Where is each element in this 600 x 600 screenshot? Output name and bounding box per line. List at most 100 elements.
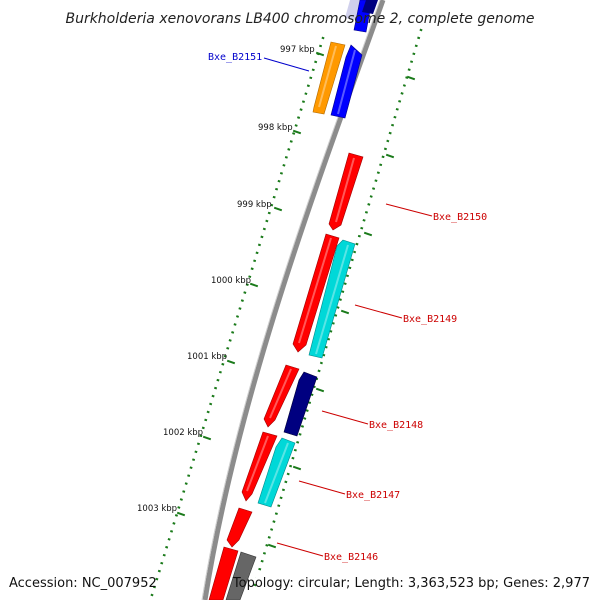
tick-dot [367,203,371,206]
tick-dot [369,195,373,198]
tick-dot [267,536,271,539]
tick-dot [165,545,169,549]
tick-dot [257,243,262,247]
tick-dot [336,306,340,309]
tick-dot [182,490,186,493]
tick-dot [201,426,205,430]
tick-dot [287,148,291,151]
gene-feature-b2147-cyan[interactable] [257,437,296,508]
tick-dot [319,361,323,365]
tick-dot [306,84,310,88]
tick-dot [282,163,286,167]
gene-feature-top-navy[interactable] [362,0,378,14]
gene-feature-b2151[interactable] [330,44,363,119]
tick-dot [374,179,378,182]
tick-dot [204,418,208,422]
tick-dot [277,504,281,508]
kbp-major-tick-outer [406,75,416,81]
gene-feature-b2149-red[interactable] [292,233,340,353]
tick-dot [341,290,345,293]
tick-dot [243,291,247,294]
tick-dot [362,218,366,222]
tick-dot [376,171,380,175]
kbp-major-tick [176,511,186,517]
gene-feature-b2148-red[interactable] [263,364,300,428]
tick-dot [270,203,274,207]
gene-feature-bottom-gray[interactable] [225,551,257,600]
tick-dot [274,512,278,515]
tick-dot [371,187,376,190]
tick-dot [301,100,305,103]
tick-dot [152,585,156,589]
topology-backdrop [256,572,596,592]
gene-feature-orange[interactable] [312,41,346,115]
tick-dot [284,156,288,159]
gene-label-leaders [263,57,433,557]
gene-feature-b2150[interactable] [328,152,364,231]
tick-dot [167,537,171,541]
kbp-label-1003: 1003 kbp [137,504,177,514]
tick-dot [262,227,266,231]
tick-dot [414,44,418,48]
tick-dot [255,251,259,255]
tick-dot [292,132,296,135]
tick-dot [240,299,244,302]
gene-label-b2147[interactable]: Bxe_B2147 [346,490,400,501]
tick-dot [155,577,159,581]
tick-dot [196,442,201,446]
tick-dot [331,322,335,325]
tick-dot [245,283,249,287]
tick-dot [216,378,220,382]
accession-backdrop [4,572,144,592]
tick-dot [211,394,215,398]
kbp-major-tick [273,206,283,212]
tick-dot [311,68,315,72]
tick-dot [350,258,354,262]
leader-b2150 [385,203,433,217]
tick-dot [248,275,252,279]
gene-feature-bottom-red[interactable] [208,546,239,600]
tick-dot [412,52,416,56]
gene-label-b2149[interactable]: Bxe_B2149 [403,314,457,325]
gene-feature-b2149-cyan[interactable] [308,239,356,359]
tick-dot [309,76,313,80]
gene-feature-b2148-navy[interactable] [283,371,318,437]
tick-dot [179,498,183,501]
tick-dot [218,370,222,374]
leader-b2151 [263,57,310,72]
tick-dot [281,488,285,492]
tick-dot [274,187,279,191]
kbp-label-1002: 1002 kbp [163,428,203,438]
tick-dot [231,331,235,334]
tick-dot [194,450,198,454]
leader-b2146 [276,542,324,557]
tick-dot [284,480,288,484]
topology-text: Topology: circular; Length: 3,363,523 bp… [232,576,590,591]
leader-b2148 [321,410,369,425]
tick-dot [402,84,406,87]
chromosome-backbone [202,0,386,600]
tick-dot [157,569,161,573]
gene-label-b2148[interactable]: Bxe_B2148 [369,420,423,431]
tick-dot [388,131,392,135]
kbp-major-tick-outer [363,231,373,237]
gene-label-b2146[interactable]: Bxe_B2146 [324,552,378,563]
gene-label-b2151[interactable]: Bxe_B2151 [208,52,262,63]
tick-dot [260,235,264,239]
kbp-label-999: 999 kbp [237,200,272,210]
tick-dot [395,107,399,111]
tick-dot [262,551,267,555]
gene-feature-b2146[interactable] [226,507,253,548]
feature-highlights [246,45,356,504]
kbp-major-tick-outer [267,543,277,549]
tick-dot [314,60,318,64]
tick-dot [191,458,196,462]
tick-dot [296,440,300,444]
tick-dot [409,60,414,64]
kbp-label-998: 998 kbp [258,123,293,133]
gene-feature-b2147-red[interactable] [241,431,278,502]
kbp-major-tick-outer [385,153,395,159]
tick-dot [187,474,191,477]
gene-label-b2150[interactable]: Bxe_B2150 [433,212,487,223]
tick-dot [355,242,359,246]
